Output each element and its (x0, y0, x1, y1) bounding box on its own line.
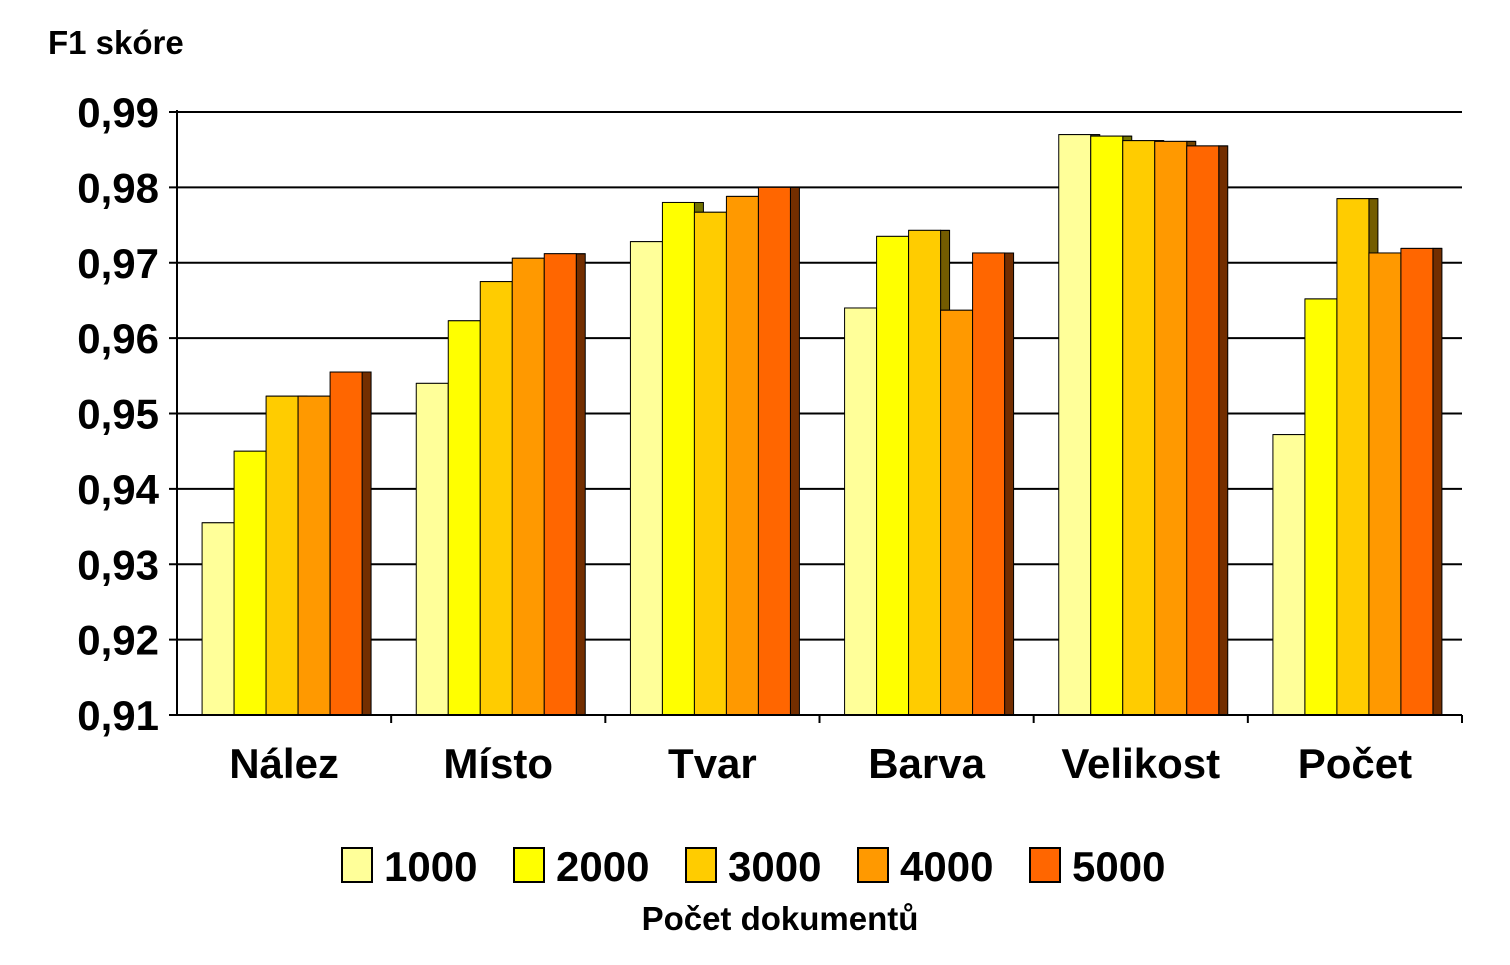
bar-1000-0 (201, 522, 235, 716)
bar-4000-0 (297, 395, 331, 716)
x-tick-labels: Nález Místo Tvar Barva Velikost Počet (229, 740, 1412, 787)
y-tick-label: 0,91 (77, 692, 159, 739)
legend-title: Počet dokumentů (642, 900, 919, 937)
bar-5000-3 (972, 252, 1006, 716)
legend-label: 2000 (556, 843, 649, 890)
bar-1000-1 (415, 382, 449, 716)
bar-5000-4 (1186, 145, 1220, 716)
bar-3000-5 (1336, 198, 1370, 716)
bar-2000-2 (661, 201, 695, 716)
bar-4000-4 (1154, 140, 1188, 716)
bar-2000-3 (876, 235, 910, 716)
legend-label: 5000 (1072, 843, 1165, 890)
bar-5000-0 (329, 371, 363, 716)
legend-swatch-4000 (857, 847, 889, 883)
x-tick-label: Tvar (668, 740, 757, 787)
x-tick-label: Barva (868, 740, 985, 787)
y-tick-label: 0,97 (77, 240, 159, 287)
legend-label: 4000 (900, 843, 993, 890)
legend-swatch-5000 (1029, 847, 1061, 883)
bar-5000-1 (543, 253, 577, 716)
bar-4000-2 (725, 195, 759, 716)
bar-3000-3 (908, 229, 942, 716)
legend-swatch-3000 (685, 847, 717, 883)
gridlines (177, 111, 1462, 641)
y-axis-title: F1 skóre (48, 24, 184, 61)
legend-label: 1000 (384, 843, 477, 890)
bar-5000-2 (757, 186, 791, 716)
x-tick-label: Nález (229, 740, 339, 787)
y-tick-label: 0,99 (77, 89, 159, 136)
legend: 1000 2000 3000 4000 5000 (341, 843, 1165, 890)
bars (201, 134, 1443, 716)
bar-side (361, 371, 372, 716)
legend-swatch-2000 (513, 847, 545, 883)
bar-4000-3 (940, 309, 974, 716)
bar-2000-0 (233, 450, 267, 716)
axes (169, 110, 1463, 723)
bar-side (789, 186, 800, 716)
bar-1000-5 (1272, 434, 1306, 716)
bar-1000-4 (1058, 134, 1092, 716)
bar-3000-2 (693, 211, 727, 716)
bar-4000-5 (1368, 252, 1402, 716)
x-tick-label: Počet (1298, 740, 1412, 787)
y-tick-label: 0,92 (77, 617, 159, 664)
bar-2000-1 (447, 320, 481, 716)
y-tick-label: 0,96 (77, 315, 159, 362)
bar-2000-4 (1090, 135, 1124, 716)
bar-4000-1 (511, 257, 545, 716)
y-tick-label: 0,93 (77, 541, 159, 588)
y-tick-labels: 0,99 0,98 0,97 0,96 0,95 0,94 0,93 0,92 0,91 (77, 89, 159, 739)
bar-1000-2 (629, 241, 663, 716)
bar-5000-5 (1400, 247, 1434, 716)
x-tick-label: Místo (443, 740, 553, 787)
bar-side (1432, 247, 1443, 716)
bar-2000-5 (1304, 298, 1338, 716)
legend-swatch-1000 (341, 847, 373, 883)
bar-side (1218, 145, 1229, 716)
y-tick-label: 0,95 (77, 391, 159, 438)
y-tick-label: 0,94 (77, 466, 159, 513)
y-tick-label: 0,98 (77, 164, 159, 211)
bar-side (575, 253, 586, 716)
bar-side (1004, 252, 1015, 716)
legend-label: 3000 (728, 843, 821, 890)
bar-3000-0 (265, 395, 299, 716)
bar-3000-4 (1122, 140, 1156, 716)
x-tick-label: Velikost (1061, 740, 1220, 787)
bar-1000-3 (844, 307, 878, 716)
bar-3000-1 (479, 281, 513, 716)
